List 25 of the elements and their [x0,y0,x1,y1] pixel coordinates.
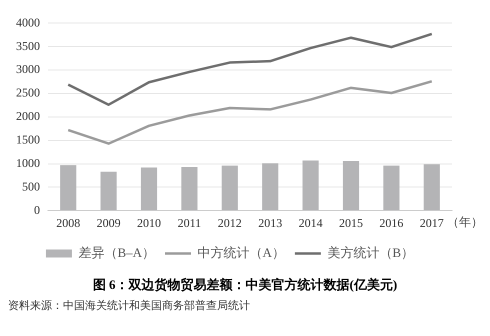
x-tick-label: 2014 [298,216,323,230]
y-tick-label: 500 [22,179,40,194]
x-tick-label: 2012 [218,216,242,230]
x-tick-label: 2013 [258,216,282,230]
x-axis-title: （年） [446,214,483,229]
legend-label: 中方统计（A） [198,244,285,260]
text: 图 6：双边货物贸易差额：中美官方统计数据(亿美元) [92,276,398,294]
y-tick-label: 2500 [16,86,40,100]
legend-label: 美方统计（B） [327,244,414,260]
x-tick-label: 2011 [178,216,202,230]
x-tick-label: 2017 [420,216,444,230]
x-tick-label: 2008 [56,216,80,230]
x-tick-label: 2010 [137,216,161,230]
x-tick-label: 2015 [339,216,363,230]
y-tick-label: 1000 [16,156,40,170]
y-tick-label: 0 [34,202,40,217]
x-tick-label: 2009 [96,216,121,230]
legend-label: 差异（B–A） [78,244,156,260]
y-tick-label: 3000 [16,62,40,76]
y-tick-label: 1500 [16,132,40,146]
y-tick-label: 4000 [16,15,40,30]
y-tick-label: 3500 [16,38,40,53]
y-tick-label: 2000 [16,109,40,124]
text: 资料来源：中国海关统计和美国商务部普查局统计 [8,298,251,313]
x-tick-label: 2016 [379,216,404,230]
